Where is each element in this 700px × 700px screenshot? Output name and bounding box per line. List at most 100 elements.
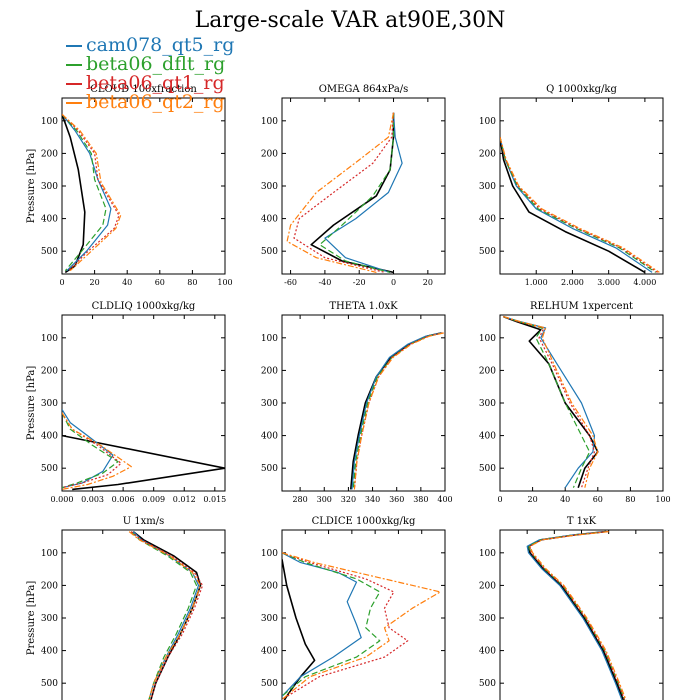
y-axis-label: Pressure [hPa] — [26, 149, 37, 224]
series-line — [286, 112, 395, 273]
series-line — [62, 412, 225, 491]
chart-panel: CLOUD 100xfraction 100 200 300 400 500 0 20 40 60… — [26, 84, 233, 287]
x-tick-label: 80 — [187, 278, 197, 287]
y-tick-label: 300 — [479, 399, 496, 409]
series-line — [310, 112, 395, 274]
series-line — [500, 136, 646, 274]
y-tick-label: 400 — [261, 215, 278, 225]
series-line — [282, 552, 381, 697]
x-tick-label: 360 — [389, 495, 404, 504]
x-tick-label: 20 — [528, 495, 538, 504]
y-tick-label: 300 — [261, 182, 278, 192]
series-line — [282, 559, 316, 700]
legend-label: beta06_dflt_rg — [86, 53, 226, 75]
chart-panel: CLDLIQ 1000xkg/kg 100 200 300 400 500 0.000 0.0… — [26, 301, 226, 504]
panel-title: Q 1000xkg/kg — [546, 84, 617, 95]
series-line — [128, 531, 202, 700]
x-tick-label: 2.000 — [561, 278, 584, 287]
y-tick-label: 200 — [479, 149, 496, 159]
y-tick-label: 200 — [479, 581, 496, 591]
y-tick-label: 500 — [479, 464, 496, 474]
x-tick-label: 380 — [413, 495, 428, 504]
y-tick-label: 400 — [261, 647, 278, 657]
plot-frame — [61, 97, 226, 275]
series-line — [529, 531, 627, 700]
y-tick-label: 300 — [261, 399, 278, 409]
x-tick-label: 0.015 — [203, 495, 226, 504]
x-tick-label: 3.000 — [597, 278, 620, 287]
y-tick-label: 400 — [41, 215, 58, 225]
chart-panel: CLDICE 1000xkg/kg1002003004005000.0000.0… — [261, 516, 446, 700]
chart-panel: T 1xK10020030040050018020022024026028030… — [479, 516, 664, 700]
y-tick-label: 100 — [479, 334, 496, 344]
y-tick-label: 500 — [41, 464, 58, 474]
x-tick-label: 4.000 — [633, 278, 656, 287]
series-line — [130, 531, 204, 700]
x-tick-label: 0.012 — [173, 495, 196, 504]
x-tick-label: 100 — [655, 495, 670, 504]
legend-swatch — [66, 45, 82, 47]
y-tick-label: 400 — [41, 432, 58, 442]
x-tick-label: -40 — [318, 278, 331, 287]
y-tick-label: 500 — [479, 679, 496, 689]
y-tick-label: 200 — [41, 581, 58, 591]
series-line — [500, 136, 657, 273]
series-line — [282, 552, 362, 697]
panel-title: CLDLIQ 1000xkg/kg — [92, 301, 196, 312]
x-tick-label: -20 — [353, 278, 366, 287]
x-tick-label: 0.000 — [51, 495, 74, 504]
x-tick-label: 0 — [497, 495, 502, 504]
y-tick-label: 400 — [479, 432, 496, 442]
y-tick-label: 100 — [261, 117, 278, 127]
x-tick-label: 320 — [341, 495, 356, 504]
main-title: Large-scale VAR at90E,30N — [194, 8, 506, 33]
series-line — [324, 112, 403, 273]
y-tick-label: 300 — [479, 614, 496, 624]
series-line — [62, 113, 107, 272]
y-tick-label: 200 — [261, 366, 278, 376]
panel-title: RELHUM 1xpercent — [530, 301, 633, 312]
chart-panel: U 1xm/s100200300400500-40-2002040Pressur… — [26, 516, 226, 700]
y-tick-label: 300 — [41, 399, 58, 409]
series-line — [319, 112, 395, 273]
series-line — [351, 332, 442, 490]
y-tick-label: 300 — [41, 182, 58, 192]
series-line — [503, 316, 591, 488]
series-line — [62, 113, 120, 272]
x-tick-label: 20 — [423, 278, 433, 287]
panel-title: CLDICE 1000xkg/kg — [312, 516, 416, 527]
panel-title: CLOUD 100xfraction — [90, 84, 197, 95]
x-tick-label: 1.000 — [525, 278, 548, 287]
y-axis-label: Pressure [hPa] — [26, 366, 37, 441]
x-tick-label: 80 — [625, 495, 635, 504]
panel-title: THETA 1.0xK — [329, 301, 398, 312]
panel-title: OMEGA 864xPa/s — [319, 84, 409, 95]
series-line — [62, 113, 122, 272]
x-tick-label: 400 — [437, 495, 452, 504]
x-tick-label: 300 — [317, 495, 332, 504]
x-tick-label: 60 — [155, 278, 165, 287]
series-line — [503, 316, 596, 489]
legend-swatch — [66, 83, 82, 85]
y-tick-label: 500 — [41, 679, 58, 689]
legend: cam078_qt5_rg beta06_dflt_rg beta06_qt1_rg… — [66, 36, 234, 112]
y-tick-label: 400 — [261, 432, 278, 442]
chart-panel: RELHUM 1xpercent 100 200 300 400 500 0 20 40 60 80… — [479, 301, 671, 504]
y-tick-label: 500 — [261, 679, 278, 689]
plot-frame — [281, 529, 446, 700]
y-tick-label: 100 — [479, 549, 496, 559]
legend-item: beta06_qt1_rg — [66, 74, 234, 93]
y-axis-label: Pressure [hPa] — [26, 581, 37, 656]
x-tick-label: 40 — [560, 495, 570, 504]
y-tick-label: 100 — [261, 549, 278, 559]
legend-label: beta06_qt2_rg — [86, 91, 225, 113]
series-line — [62, 113, 112, 272]
x-tick-label: 100 — [217, 278, 232, 287]
y-tick-label: 200 — [41, 149, 58, 159]
x-tick-label: 0.003 — [81, 495, 104, 504]
series-line — [527, 530, 625, 700]
series-line — [62, 409, 114, 489]
y-tick-label: 100 — [41, 549, 58, 559]
series-line — [62, 412, 119, 489]
